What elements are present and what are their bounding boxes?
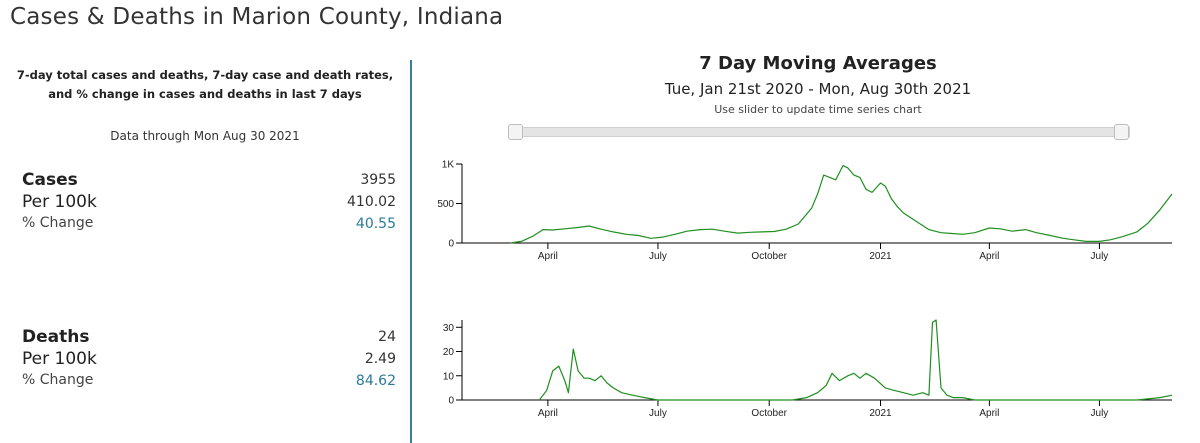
cases-value: 3955 [360,172,396,188]
cases-per100k-row: Per 100k 410.02 [22,192,396,214]
cases-stats: Cases 3955 Per 100k 410.02 % Change 40.5… [22,170,396,236]
deaths-per100k-value: 2.49 [364,351,396,367]
page-title: Cases & Deaths in Marion County, Indiana [10,4,504,30]
summary-note: 7-day total cases and deaths, 7-day case… [10,66,400,104]
deaths-series-line [538,319,1173,401]
slider-hint: Use slider to update time series chart [714,103,922,116]
cases-x-tick-label: April [538,251,558,262]
cases-x-tick-label: July [649,251,667,262]
deaths-total-row: Deaths 24 [22,327,396,349]
deaths-y-tick-label: 10 [443,371,455,382]
deaths-per100k-row: Per 100k 2.49 [22,349,396,371]
cases-change-row: % Change 40.55 [22,214,396,236]
summary-panel: 7-day total cases and deaths, 7-day case… [0,60,410,443]
panel-divider [410,60,412,443]
cases-total-row: Cases 3955 [22,170,396,192]
summary-note-line-1: 7-day total cases and deaths, 7-day case… [16,68,394,82]
cases-y-tick-label: 0 [448,239,454,250]
deaths-x-tick-label: April [979,408,999,419]
chart-title: 7 Day Moving Averages [699,53,937,74]
deaths-x-tick-label: July [649,408,667,419]
cases-y-tick-label: 1K [442,160,455,171]
cases-per100k-label: Per 100k [22,192,97,212]
cases-series-line [510,165,1173,244]
deaths-change-label: % Change [22,372,94,388]
deaths-x-tick-label: July [1091,408,1109,419]
deaths-stats: Deaths 24 Per 100k 2.49 % Change 84.62 [22,327,396,393]
cases-per100k-value: 410.02 [347,194,396,210]
slider-end-handle[interactable] [1114,124,1129,140]
deaths-change-value: 84.62 [355,373,396,389]
deaths-change-row: % Change 84.62 [22,371,396,393]
cases-change-label: % Change [22,215,94,231]
deaths-x-tick-label: October [751,408,787,419]
cases-x-tick-label: July [1091,251,1109,262]
deaths-x-tick-label: April [538,408,558,419]
deaths-y-tick-label: 0 [448,396,454,407]
deaths-x-tick-label: 2021 [869,408,892,419]
deaths-value: 24 [378,329,396,345]
data-through-date: Data through Mon Aug 30 2021 [110,129,300,143]
cases-label: Cases [22,170,78,190]
slider-start-handle[interactable] [508,124,523,140]
deaths-per100k-label: Per 100k [22,349,97,369]
summary-note-line-2: and % change in cases and deaths in last… [48,87,362,101]
cases-y-tick-label: 500 [437,199,454,210]
cases-x-tick-label: 2021 [869,251,892,262]
deaths-y-tick-label: 30 [443,323,455,334]
date-range-label: Tue, Jan 21st 2020 - Mon, Aug 30th 2021 [664,80,972,98]
cases-change-value: 40.55 [355,216,396,232]
cases-x-tick-label: October [751,251,787,262]
deaths-label: Deaths [22,327,90,347]
cases-x-tick-label: April [979,251,999,262]
deaths-y-tick-label: 20 [443,347,455,358]
